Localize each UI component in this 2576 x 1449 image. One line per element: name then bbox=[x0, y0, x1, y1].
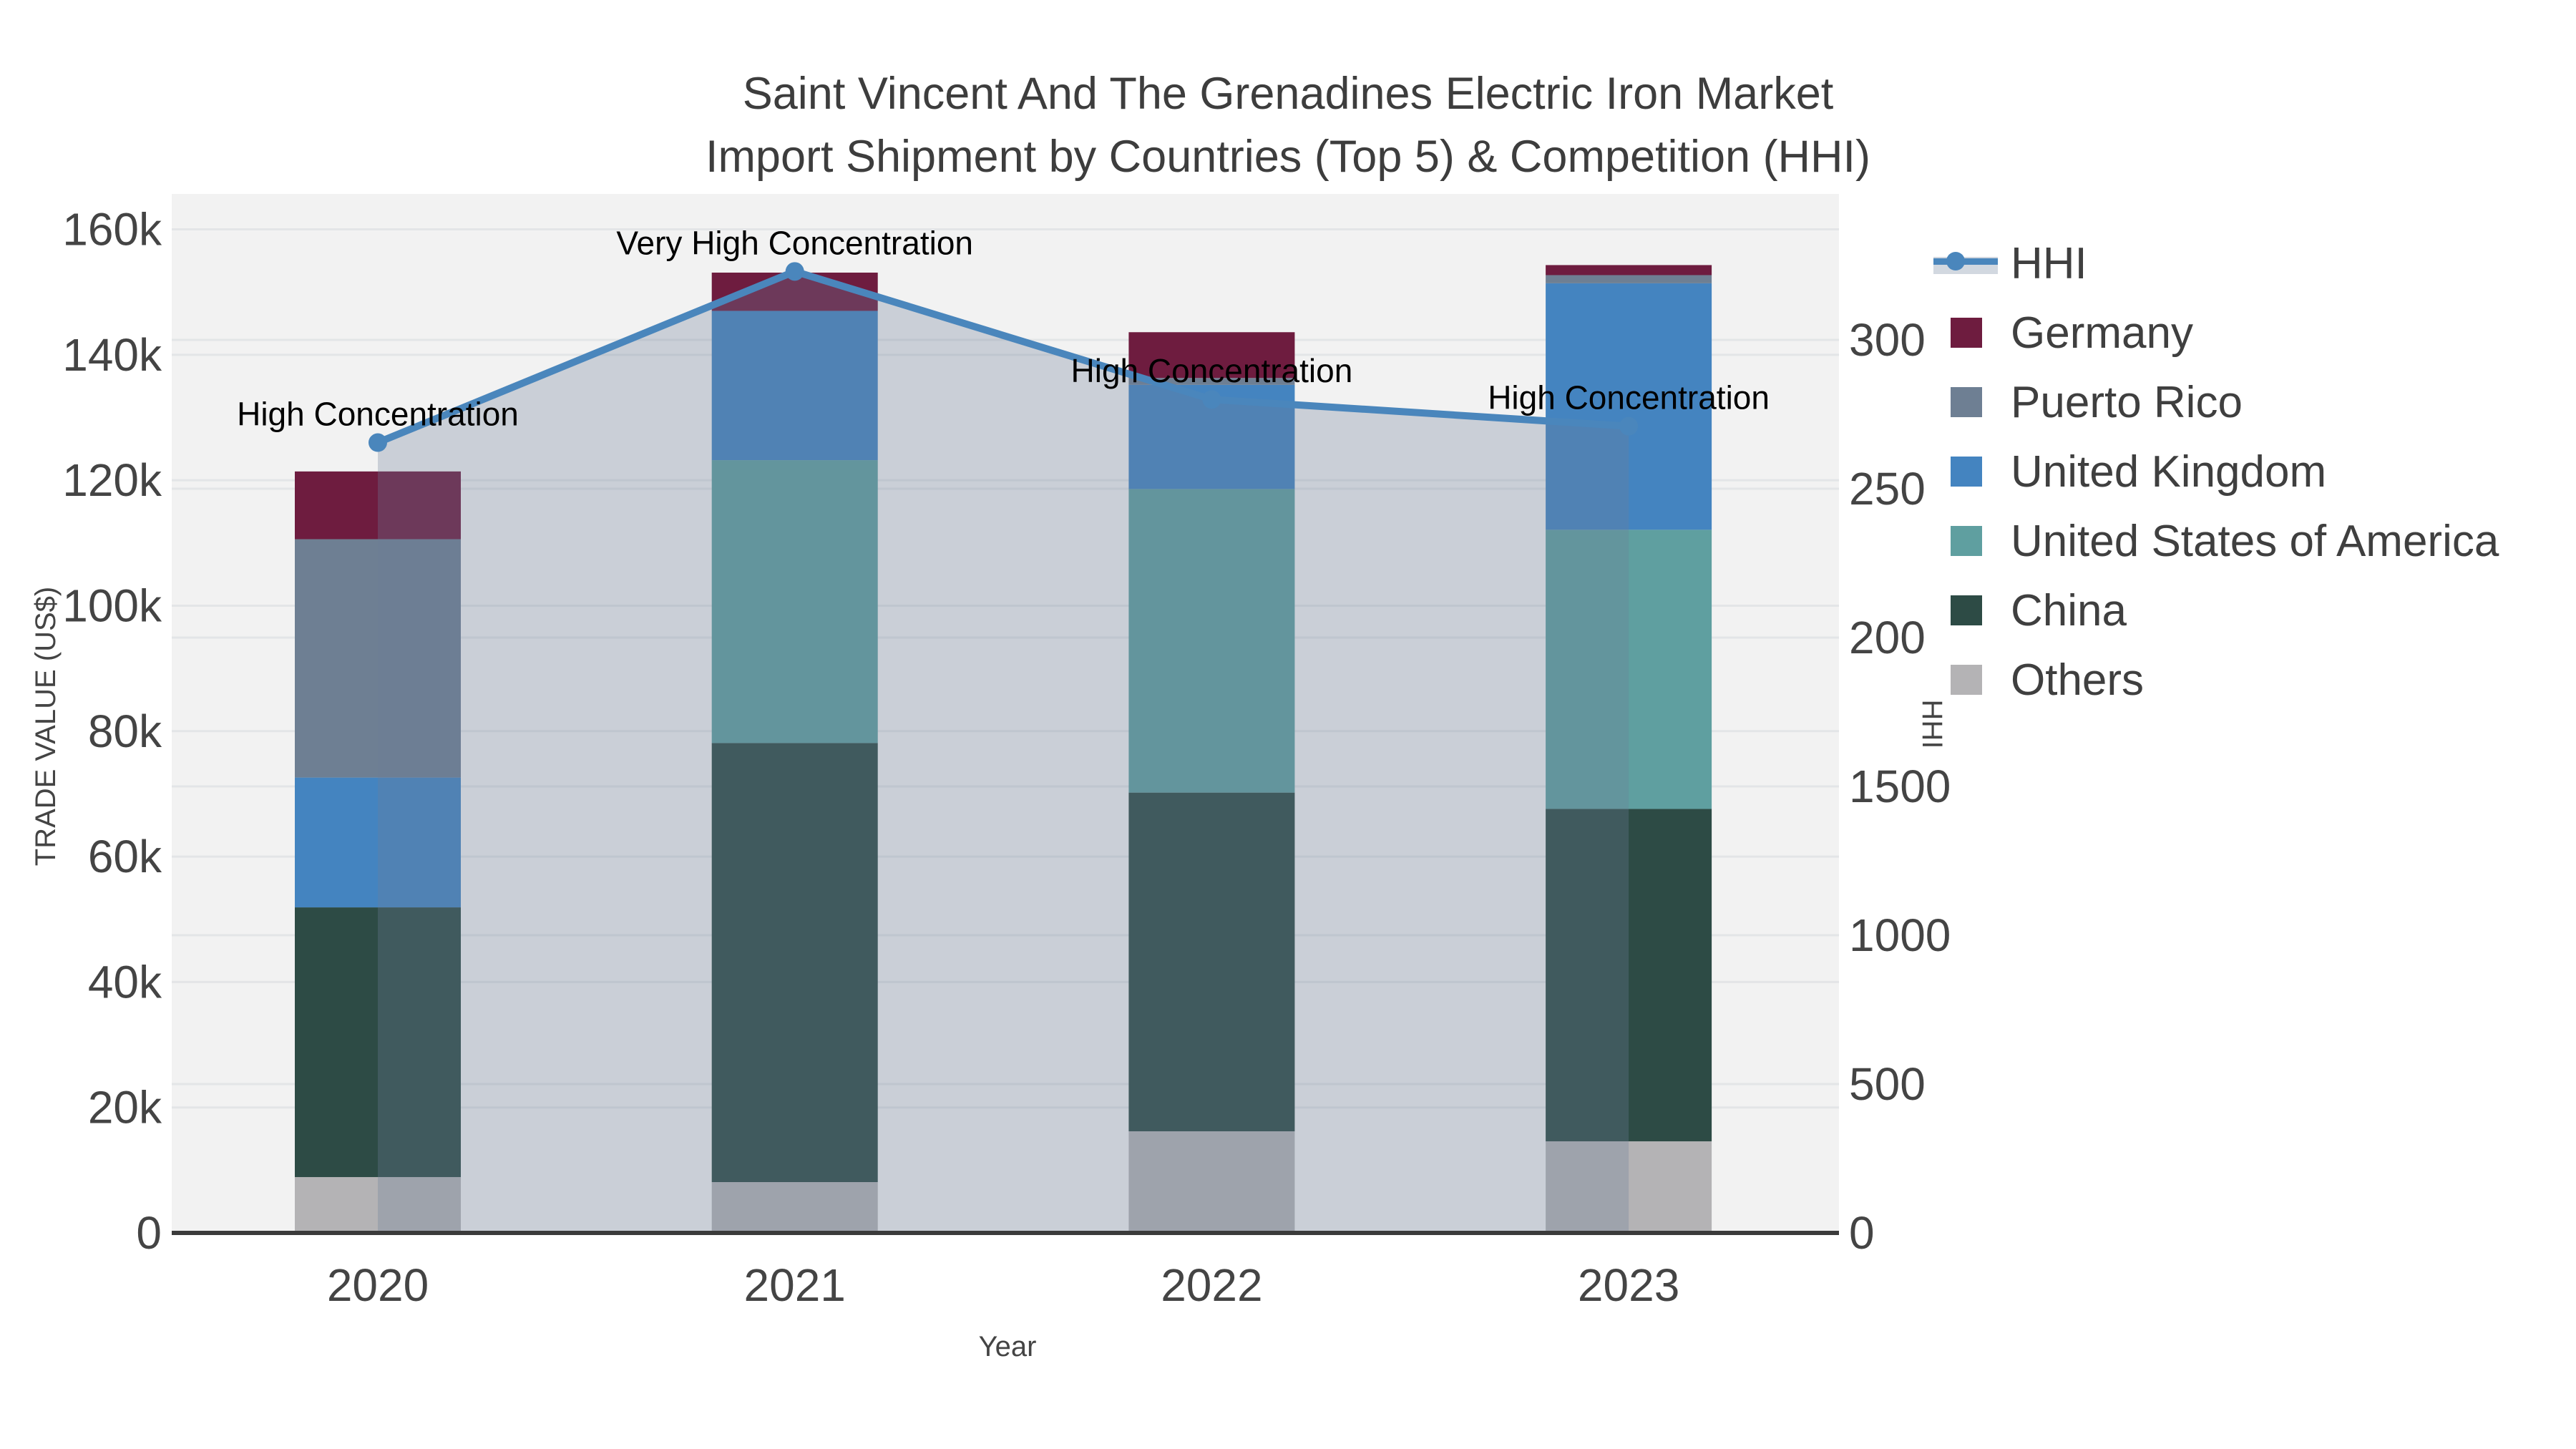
x-axis-title: Year bbox=[978, 1331, 1037, 1362]
bar-segment-united-kingdom-2023 bbox=[1546, 283, 1712, 530]
left-tick-60k: 60k bbox=[88, 831, 162, 882]
bar-segment-others-2020 bbox=[295, 1176, 461, 1233]
legend-item-germany[interactable]: Germany bbox=[1919, 298, 2563, 368]
bar-segment-puerto-rico-2023 bbox=[1546, 275, 1712, 283]
legend-item-china[interactable]: China bbox=[1919, 576, 2563, 645]
annotation-2022: High Concentration bbox=[1071, 352, 1353, 389]
right-tick-250: 250 bbox=[1849, 463, 1926, 514]
bar-segment-united-kingdom-2021 bbox=[711, 311, 878, 461]
legend-color-swatch bbox=[1919, 507, 2011, 576]
right-tick-1500: 1500 bbox=[1849, 761, 1951, 812]
legend-swatch-icon bbox=[1951, 457, 1982, 487]
legend-swatch-icon bbox=[1951, 595, 1982, 625]
bar-segment-china-2022 bbox=[1128, 792, 1295, 1131]
legend-swatch-icon bbox=[1951, 665, 1982, 695]
hhi-area-fill bbox=[378, 271, 1629, 1233]
legend-color-swatch bbox=[1919, 576, 2011, 645]
legend-item-united-states-of-america[interactable]: United States of America bbox=[1919, 507, 2563, 576]
legend-item-hhi[interactable]: HHI bbox=[1919, 229, 2563, 298]
left-axis-title: TRADE VALUE (US$) bbox=[30, 586, 62, 867]
bar-segment-others-2023 bbox=[1546, 1141, 1712, 1233]
bar-segment-others-2022 bbox=[1128, 1131, 1295, 1233]
left-tick-120k: 120k bbox=[62, 454, 162, 506]
hhi-line bbox=[376, 268, 1629, 447]
annotation-2020: High Concentration bbox=[237, 396, 519, 433]
legend-swatch-icon bbox=[1951, 526, 1982, 556]
x-tick-2023: 2023 bbox=[1578, 1259, 1679, 1311]
bar-segment-united-states-of-america-2022 bbox=[1128, 489, 1295, 793]
bar-segment-china-2020 bbox=[295, 907, 461, 1177]
legend-color-swatch bbox=[1919, 645, 2011, 715]
right-tick-0: 0 bbox=[1849, 1207, 1875, 1259]
tick-labels: 0 20k 40k 60k 80k 100k 120k 140k 160k 0 500 1000 150… bbox=[62, 204, 1951, 1312]
bar-segment-germany-2022 bbox=[1128, 332, 1295, 379]
legend-label: Puerto Rico bbox=[2011, 377, 2243, 427]
bar-segment-others-2021 bbox=[711, 1181, 878, 1233]
legend: HHI Germany Puerto Rico United Kingdom Unite… bbox=[1919, 229, 2563, 715]
annotation-2023: High Concentration bbox=[1488, 379, 1770, 416]
right-tick-300: 300 bbox=[1849, 314, 1926, 366]
left-tick-20k: 20k bbox=[88, 1082, 162, 1133]
legend-swatch-icon bbox=[1951, 318, 1982, 348]
left-tick-160k: 160k bbox=[62, 204, 162, 255]
legend-hhi-dot bbox=[1946, 252, 1965, 270]
right-tick-200: 200 bbox=[1849, 612, 1926, 663]
legend-label: China bbox=[2011, 585, 2127, 635]
bar-segment-united-states-of-america-2023 bbox=[1546, 530, 1712, 809]
bar-segment-united-kingdom-2020 bbox=[295, 777, 461, 908]
bar-series-group bbox=[295, 265, 1712, 1233]
bar-segment-puerto-rico-2020 bbox=[295, 539, 461, 778]
chart-title-line1: Saint Vincent And The Grenadines Electri… bbox=[742, 69, 1834, 119]
right-tick-500: 500 bbox=[1849, 1058, 1926, 1110]
hhi-marker-2022 bbox=[1202, 390, 1221, 409]
bar-segment-germany-2020 bbox=[295, 471, 461, 540]
legend-color-swatch bbox=[1919, 298, 2011, 368]
legend-label: HHI bbox=[2011, 238, 2087, 288]
x-tick-2020: 2020 bbox=[327, 1259, 429, 1311]
bar-segment-china-2023 bbox=[1546, 809, 1712, 1142]
legend-label: United States of America bbox=[2011, 516, 2499, 566]
legend-item-puerto-rico[interactable]: Puerto Rico bbox=[1919, 368, 2563, 437]
bar-segment-united-states-of-america-2021 bbox=[711, 460, 878, 743]
right-tick-1000: 1000 bbox=[1849, 909, 1951, 961]
bar-segment-germany-2023 bbox=[1546, 265, 1712, 275]
legend-color-swatch bbox=[1919, 368, 2011, 437]
legend-label: Germany bbox=[2011, 308, 2193, 358]
x-tick-2021: 2021 bbox=[744, 1259, 846, 1311]
annotation-2021: Very High Concentration bbox=[616, 224, 973, 261]
left-tick-100k: 100k bbox=[62, 580, 162, 631]
hhi-marker-2023 bbox=[1619, 416, 1639, 436]
hhi-marker-2021 bbox=[785, 262, 804, 281]
chart-title-line2: Import Shipment by Countries (Top 5) & C… bbox=[705, 132, 1871, 182]
bar-segment-puerto-rico-2022 bbox=[1128, 378, 1295, 385]
left-tick-140k: 140k bbox=[62, 329, 162, 381]
left-tick-0: 0 bbox=[136, 1207, 162, 1259]
legend-label: United Kingdom bbox=[2011, 447, 2327, 497]
legend-label: Others bbox=[2011, 655, 2145, 705]
legend-color-swatch bbox=[1919, 437, 2011, 507]
legend-line-marker-icon bbox=[1919, 229, 2011, 298]
legend-swatch-icon bbox=[1951, 387, 1982, 417]
legend-hhi-line bbox=[1933, 258, 1998, 265]
x-tick-2022: 2022 bbox=[1161, 1259, 1262, 1311]
legend-item-united-kingdom[interactable]: United Kingdom bbox=[1919, 437, 2563, 507]
left-tick-40k: 40k bbox=[88, 956, 162, 1008]
legend-item-others[interactable]: Others bbox=[1919, 645, 2563, 715]
bar-segment-china-2021 bbox=[711, 743, 878, 1182]
hhi-marker-2020 bbox=[369, 433, 387, 452]
left-tick-80k: 80k bbox=[88, 706, 162, 757]
